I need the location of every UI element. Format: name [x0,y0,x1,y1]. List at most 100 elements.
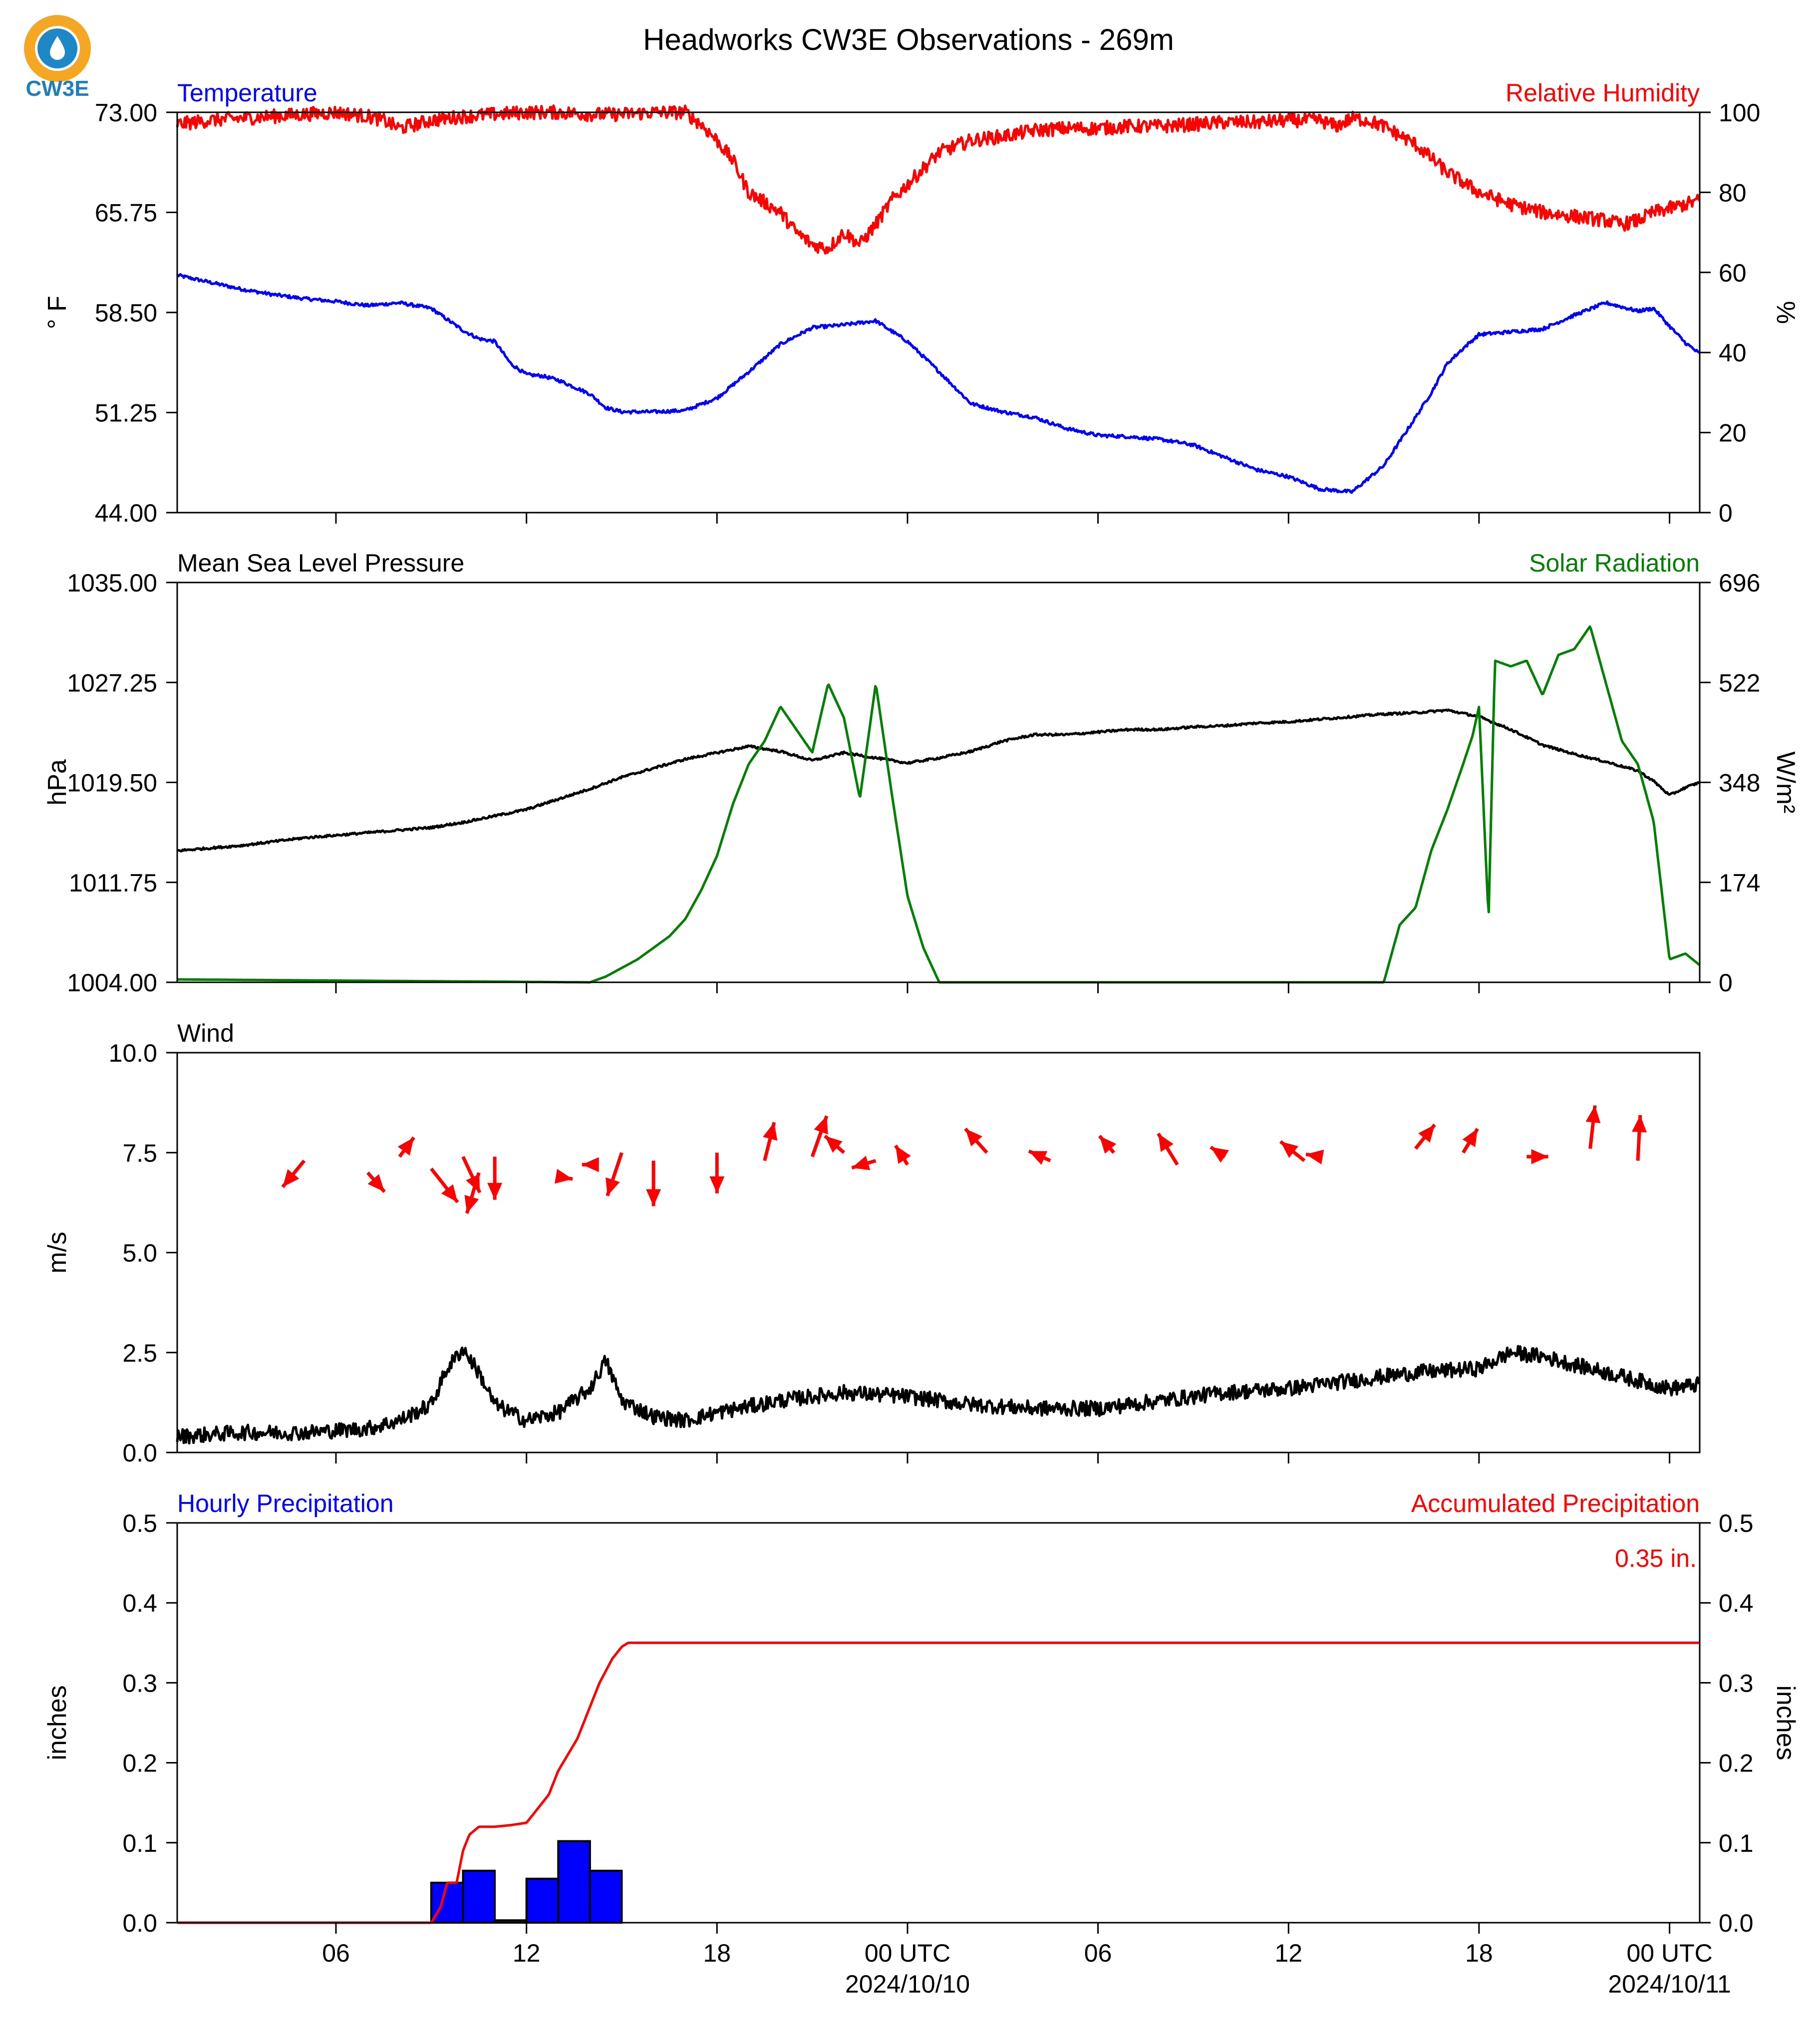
y-tick-label-right: 0 [1719,499,1733,527]
y-tick-label-right: 100 [1719,99,1760,127]
x-tick-label: 12 [513,1939,541,1967]
wind-arrow-head [464,1195,479,1213]
y-tick-label-right: 80 [1719,179,1747,207]
panel-title-right: Relative Humidity [1506,79,1700,107]
panel-title-right: Solar Radiation [1529,549,1700,577]
y-tick-label-left: 10.0 [109,1039,157,1067]
y-tick-label-left: 44.00 [95,499,157,527]
y-tick-label-right: 348 [1719,769,1760,797]
precip-bar [525,1877,560,1924]
y-tick-label-right: 40 [1719,339,1747,367]
y-tick-label-left: 0.0 [122,1439,157,1467]
y-tick-label-right: 20 [1719,419,1747,447]
wind-arrow-head [283,1169,300,1187]
wind-arrow-head [896,1145,911,1164]
panel-title-left: Temperature [177,79,317,107]
panel-4: 0.0 0.1 0.2 0.3 0.4 0.5 0.0 0.1 0.2 0.3 0.4 0.5 Hour… [43,1489,1800,1998]
series-line-1 [176,273,1701,494]
y-tick-label-right: 0.3 [1719,1669,1754,1697]
wind-arrow-head [852,1156,871,1170]
wind-arrow-head [441,1184,458,1202]
wind-arrow-head [1531,1149,1548,1164]
y-tick-label-left: 0.0 [122,1909,157,1937]
y-tick-label-left: 1004.00 [67,969,157,997]
precip-bar [589,1869,623,1924]
y-tick-label-left: 0.5 [122,1509,157,1537]
panel-2: 1004.00 1011.75 1019.50 1027.25 1035.00 0 174 3… [43,549,1800,997]
y-tick-label-left: 1035.00 [67,569,157,597]
y-tick-label-left: 2.5 [122,1339,157,1367]
x-tick-label: 00 UTC [1626,1939,1712,1967]
y-tick-label-left: 51.25 [95,399,157,427]
wind-arrow-head [1099,1136,1117,1154]
wind-arrow-head [606,1177,620,1196]
y-axis-label-left: ° F [43,295,72,329]
series-line-2 [177,625,1701,984]
precip-bar [557,1840,591,1924]
wind-arrow-head [1462,1129,1478,1148]
y-tick-label-left: 0.1 [122,1829,157,1857]
wind-arrow-head [1306,1150,1324,1164]
panel-frame [176,1522,1701,1924]
cw3e-logo: CW3E [24,15,91,101]
logo-droplet-icon [50,36,65,60]
wind-arrow-head [1632,1115,1647,1133]
wind-arrow-head [825,1136,843,1153]
y-tick-label-right: 0.0 [1719,1909,1754,1937]
series-line-2 [176,104,1701,255]
wind-arrow-head [646,1189,661,1206]
y-tick-label-right: 522 [1719,669,1760,697]
wind-arrow-head [1418,1125,1435,1143]
y-tick-label-left: 58.50 [95,299,157,327]
wind-arrow-head [1029,1151,1048,1165]
panel-title-left: Hourly Precipitation [177,1489,394,1517]
y-tick-label-left: 1011.75 [69,869,157,897]
y-tick-label-right: 0.5 [1719,1509,1754,1537]
y-tick-label-left: 7.5 [122,1139,157,1167]
y-tick-label-left: 0.4 [122,1589,157,1617]
chart-title: Headworks CW3E Observations - 269m [643,23,1174,56]
y-tick-label-left: 65.75 [95,199,157,227]
x-tick-label: 18 [1465,1939,1493,1967]
panel-title-left: Mean Sea Level Pressure [177,549,464,577]
series-line-1 [176,1345,1701,1445]
y-tick-label-right: 0.1 [1719,1829,1754,1857]
logo-ring [24,15,91,82]
logo-text: CW3E [25,76,89,101]
y-tick-label-right: 696 [1719,569,1760,597]
wind-arrow-head [555,1168,573,1184]
y-tick-label-left: 0.3 [122,1669,157,1697]
panel-title-right: Accumulated Precipitation [1411,1489,1700,1517]
y-tick-label-left: 1019.50 [67,769,157,797]
y-tick-label-left: 73.00 [95,99,157,127]
y-axis-label-left: m/s [43,1232,72,1274]
x-date-label: 2024/10/10 [845,1970,970,1998]
wind-arrow-head [487,1182,503,1200]
wind-arrow-head [1211,1147,1229,1163]
wind-arrow-head [1585,1105,1601,1124]
y-tick-label-right: 0.4 [1719,1589,1754,1617]
series-line-1 [177,708,1701,853]
y-axis-label-left: inches [43,1685,72,1760]
wind-arrow-head [965,1129,982,1147]
panel-1: 44.00 51.25 58.50 65.75 73.00 0 20 40 60 80 100 Tem… [43,79,1800,527]
y-tick-label-right: 60 [1719,259,1747,287]
accumulated-total-label: 0.35 in. [1615,1544,1697,1572]
y-axis-label-right: W/m² [1771,751,1800,813]
x-tick-label: 00 UTC [865,1939,950,1967]
wind-arrow-head [1158,1133,1174,1152]
panel-3: 0.0 2.5 5.0 7.5 10.0 Wind m/s [43,1019,1701,1467]
wind-arrow-head [709,1176,725,1193]
chart-panels: 44.00 51.25 58.50 65.75 73.00 0 20 40 60 80 100 Tem… [43,79,1800,1998]
y-tick-label-left: 5.0 [122,1239,157,1267]
wind-arrow-head [397,1137,414,1156]
wind-arrow-head [582,1157,599,1172]
y-tick-label-right: 174 [1719,869,1760,897]
x-tick-label: 06 [1084,1939,1112,1967]
y-axis-label-left: hPa [43,759,72,806]
wind-arrow-head [763,1122,778,1141]
y-tick-label-left: 1027.25 [67,669,157,697]
y-tick-label-right: 0 [1719,969,1733,997]
